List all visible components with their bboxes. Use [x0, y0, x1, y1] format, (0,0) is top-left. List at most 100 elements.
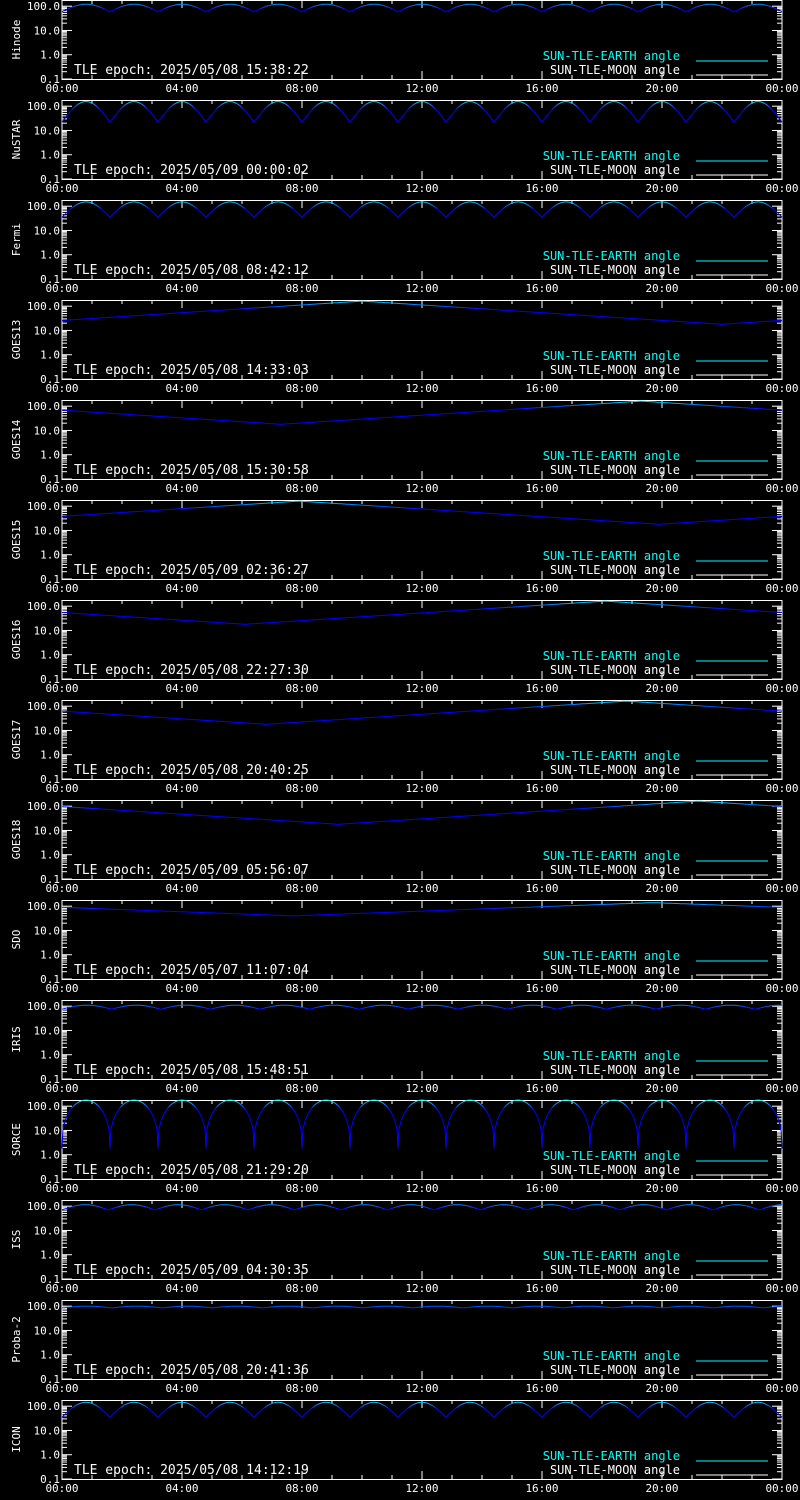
x-tick-label: 12:00: [405, 182, 438, 195]
x-tick-label: 00:00: [765, 982, 798, 995]
legend-label-moon: SUN-TLE-MOON angle: [550, 863, 680, 877]
x-tick-label: 20:00: [645, 1282, 678, 1295]
y-tick-label: 1.0: [40, 449, 60, 462]
y-tick-label: 0.1: [40, 873, 60, 886]
x-tick-label: 04:00: [165, 1182, 198, 1195]
chart-panel-iris: 0.1 1.0 10.0 100.0 00:00 04:00 08:00 12:00 16:00…: [0, 1000, 800, 1100]
x-tick-label: 08:00: [285, 982, 318, 995]
y-tick-label: 10.0: [34, 224, 61, 237]
x-tick-label: 20:00: [645, 82, 678, 95]
satellite-name-label: IRIS: [10, 1026, 23, 1053]
x-tick-label: 20:00: [645, 182, 678, 195]
series-line-sun-tle-earth: [62, 600, 783, 625]
chart-panel-fermi: 0.1 1.0 10.0 100.0 00:00 04:00 08:00 12:00 16:00…: [0, 200, 800, 300]
chart-svg: 0.1 1.0 10.0 100.0 00:00 04:00 08:00 12:00 16:00…: [10, 1300, 799, 1395]
x-tick-label: 12:00: [405, 282, 438, 295]
x-tick-label: 08:00: [285, 582, 318, 595]
x-tick-label: 12:00: [405, 482, 438, 495]
chart-panel-iss: 0.1 1.0 10.0 100.0 00:00 04:00 08:00 12:00 16:00…: [0, 1200, 800, 1300]
chart-panel-goes16: 0.1 1.0 10.0 100.0 00:00 04:00 08:00 12:00 16:00…: [0, 600, 800, 700]
tle-epoch-label: TLE epoch: 2025/05/07 11:07:04: [74, 963, 309, 978]
legend-label-moon: SUN-TLE-MOON angle: [550, 763, 680, 777]
x-tick-label: 16:00: [525, 1182, 558, 1195]
y-tick-label: 0.1: [40, 473, 60, 486]
x-tick-label: 00:00: [45, 582, 78, 595]
x-tick-label: 16:00: [525, 882, 558, 895]
chart-svg: 0.1 1.0 10.0 100.0 00:00 04:00 08:00 12:00 16:00…: [10, 1000, 799, 1095]
x-tick-label: 04:00: [165, 482, 198, 495]
x-tick-label: 16:00: [525, 382, 558, 395]
y-tick-label: 100.0: [27, 1400, 60, 1413]
x-tick-label: 12:00: [405, 582, 438, 595]
y-tick-label: 100.0: [27, 0, 60, 13]
y-tick-label: 1.0: [40, 849, 60, 862]
x-tick-label: 04:00: [165, 582, 198, 595]
y-tick-label: 10.0: [34, 524, 61, 537]
y-tick-label: 1.0: [40, 349, 60, 362]
y-tick-label: 1.0: [40, 1449, 60, 1462]
y-tick-label: 100.0: [27, 1200, 60, 1213]
satellite-name-label: GOES14: [10, 419, 23, 459]
y-tick-label: 10.0: [34, 24, 61, 37]
series-line-sun-tle-earth: [62, 300, 783, 325]
y-tick-label: 100.0: [27, 300, 60, 313]
chart-panel-goes15: 0.1 1.0 10.0 100.0 00:00 04:00 08:00 12:00 16:00…: [0, 500, 800, 600]
x-tick-label: 16:00: [525, 1282, 558, 1295]
legend-label-moon: SUN-TLE-MOON angle: [550, 263, 680, 277]
series-line-sun-tle-earth: [62, 902, 782, 917]
x-tick-label: 00:00: [45, 1082, 78, 1095]
y-tick-label: 0.1: [40, 1373, 60, 1386]
legend-label-earth: SUN-TLE-EARTH angle: [543, 549, 680, 563]
y-tick-label: 100.0: [27, 500, 60, 513]
x-tick-label: 00:00: [765, 1082, 798, 1095]
chart-panel-goes14: 0.1 1.0 10.0 100.0 00:00 04:00 08:00 12:00 16:00…: [0, 400, 800, 500]
legend-label-earth: SUN-TLE-EARTH angle: [543, 149, 680, 163]
x-tick-label: 00:00: [45, 182, 78, 195]
x-tick-label: 16:00: [525, 782, 558, 795]
x-tick-label: 00:00: [45, 482, 78, 495]
legend-label-earth: SUN-TLE-EARTH angle: [543, 1349, 680, 1363]
y-tick-label: 10.0: [34, 1324, 61, 1337]
satellite-name-label: GOES15: [10, 520, 23, 560]
y-tick-label: 1.0: [40, 1349, 60, 1362]
tle-epoch-label: TLE epoch: 2025/05/08 21:29:20: [74, 1163, 309, 1178]
x-tick-label: 08:00: [285, 1482, 318, 1495]
satellite-name-label: SORCE: [10, 1123, 23, 1156]
x-tick-label: 08:00: [285, 1382, 318, 1395]
x-tick-label: 08:00: [285, 1082, 318, 1095]
tle-epoch-label: TLE epoch: 2025/05/08 14:33:03: [74, 363, 309, 378]
x-tick-label: 16:00: [525, 182, 558, 195]
x-tick-label: 16:00: [525, 1482, 558, 1495]
satellite-name-label: Proba-2: [10, 1316, 23, 1362]
y-tick-label: 0.1: [40, 773, 60, 786]
tle-epoch-label: TLE epoch: 2025/05/08 20:41:36: [74, 1363, 309, 1378]
y-tick-label: 100.0: [27, 800, 60, 813]
x-tick-label: 00:00: [45, 982, 78, 995]
tle-epoch-label: TLE epoch: 2025/05/09 04:30:35: [74, 1263, 309, 1278]
x-tick-label: 20:00: [645, 282, 678, 295]
x-tick-label: 20:00: [645, 882, 678, 895]
series-line-sun-tle-earth: [62, 400, 783, 425]
satellite-name-label: GOES16: [10, 620, 23, 660]
legend-label-earth: SUN-TLE-EARTH angle: [543, 849, 680, 863]
x-tick-label: 04:00: [165, 1082, 198, 1095]
y-tick-label: 1.0: [40, 249, 60, 262]
x-tick-label: 00:00: [45, 1382, 78, 1395]
chart-svg: 0.1 1.0 10.0 100.0 00:00 04:00 08:00 12:00 16:00…: [10, 200, 799, 295]
y-tick-label: 10.0: [34, 824, 61, 837]
x-tick-label: 00:00: [45, 1182, 78, 1195]
x-tick-label: 00:00: [45, 882, 78, 895]
y-tick-label: 100.0: [27, 700, 60, 713]
x-tick-label: 00:00: [45, 682, 78, 695]
series-line-sun-tle-earth: [61, 500, 782, 525]
x-tick-label: 16:00: [525, 282, 558, 295]
x-tick-label: 12:00: [405, 1282, 438, 1295]
y-tick-label: 100.0: [27, 1100, 60, 1113]
series-line-sun-tle-earth: [61, 201, 783, 219]
chart-svg: 0.1 1.0 10.0 100.0 00:00 04:00 08:00 12:00 16:00…: [10, 700, 799, 795]
chart-svg: 0.1 1.0 10.0 100.0 00:00 04:00 08:00 12:00 16:00…: [10, 1099, 799, 1195]
x-tick-label: 08:00: [285, 282, 318, 295]
y-tick-label: 100.0: [27, 1000, 60, 1013]
x-tick-label: 04:00: [165, 882, 198, 895]
